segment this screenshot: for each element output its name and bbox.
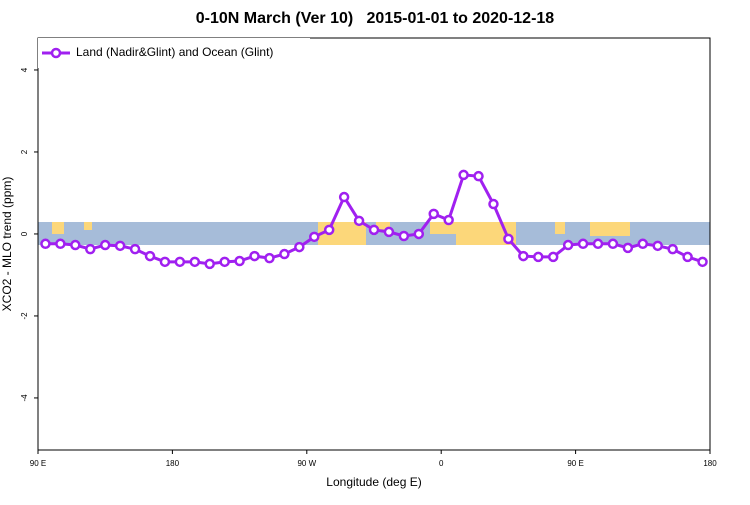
data-point [264, 252, 275, 264]
y-tick-label: 0 [20, 231, 29, 236]
x-axis-label: Longitude (deg E) [326, 475, 421, 489]
data-point [189, 256, 201, 268]
data-point [547, 251, 559, 263]
data-point [383, 226, 395, 238]
data-point [129, 243, 141, 255]
data-point [398, 230, 410, 242]
data-point [607, 238, 619, 250]
data-point [473, 170, 484, 182]
land [376, 222, 390, 232]
data-point [294, 241, 305, 253]
data-point [338, 191, 350, 203]
data-point [518, 250, 529, 262]
x-tick-label: 90 W [297, 459, 316, 468]
land [430, 222, 458, 234]
data-point [144, 250, 156, 262]
data-point [219, 256, 230, 268]
data-point [40, 238, 51, 250]
y-tick-label: 4 [20, 67, 29, 72]
y-tick-label: 2 [20, 149, 29, 154]
land [84, 222, 92, 230]
data-point [682, 251, 693, 263]
data-point [323, 224, 335, 236]
data-point [234, 255, 245, 267]
data-point [279, 248, 290, 260]
data-point [249, 250, 260, 262]
data-point [413, 228, 425, 240]
x-tick-label: 180 [703, 459, 717, 468]
y-tick-label: -4 [20, 394, 29, 402]
plot-frame [37, 37, 711, 451]
land [555, 222, 565, 234]
data-point [159, 256, 171, 268]
data-point [592, 238, 604, 250]
land [456, 222, 516, 245]
data-point [204, 258, 215, 270]
data-point [443, 214, 454, 226]
land [590, 222, 630, 236]
data-point [637, 238, 649, 250]
y-tick-label: -2 [20, 312, 29, 320]
data-point [577, 238, 589, 250]
data-point [697, 256, 708, 268]
data-point [309, 231, 320, 243]
data-point [428, 208, 439, 220]
legend-box [38, 38, 310, 68]
y-axis-label: XCO2 - MLO trend (ppm) [0, 177, 14, 312]
data-point [622, 242, 634, 254]
x-tick-label: 90 E [30, 459, 46, 468]
data-point [667, 243, 678, 255]
data-point [70, 239, 81, 251]
legend-label: Land (Nadir&Glint) and Ocean (Glint) [76, 45, 273, 59]
data-point [114, 240, 126, 252]
land [52, 222, 64, 234]
data-point [562, 239, 574, 251]
data-point [85, 243, 96, 255]
data-point [55, 238, 66, 250]
legend-marker [50, 47, 62, 59]
x-tick-label: 90 E [567, 459, 583, 468]
data-point [652, 240, 663, 252]
data-point [174, 256, 186, 268]
data-point [533, 251, 544, 263]
x-tick-label: 180 [166, 459, 180, 468]
data-point [99, 239, 111, 251]
legend: Land (Nadir&Glint) and Ocean (Glint) [38, 38, 310, 68]
x-tick-label: 0 [439, 459, 444, 468]
data-point [368, 224, 380, 236]
data-point [353, 215, 365, 227]
data-point [458, 169, 469, 181]
data-point [503, 233, 514, 245]
data-point [488, 198, 499, 210]
chart-title: 0-10N March (Ver 10) 2015-01-01 to 2020-… [196, 10, 555, 27]
